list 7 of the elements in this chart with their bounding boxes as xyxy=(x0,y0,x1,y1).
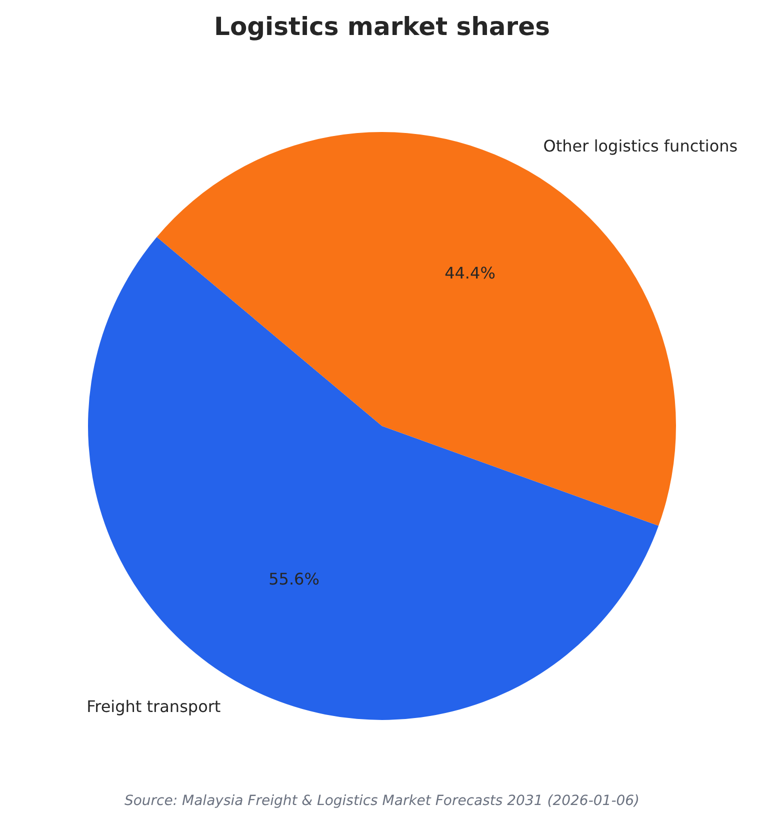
data-label: 44.4% xyxy=(444,264,496,283)
chart-title: Logistics market shares xyxy=(214,12,550,41)
pie-slice xyxy=(88,237,659,720)
slice-label: Other logistics functions xyxy=(543,136,738,156)
slice-label: Freight transport xyxy=(86,696,221,716)
source-note: Source: Malaysia Freight & Logistics Market Forecasts 2031 (2026-01-06) xyxy=(124,793,640,809)
data-label: 55.6% xyxy=(268,569,320,588)
